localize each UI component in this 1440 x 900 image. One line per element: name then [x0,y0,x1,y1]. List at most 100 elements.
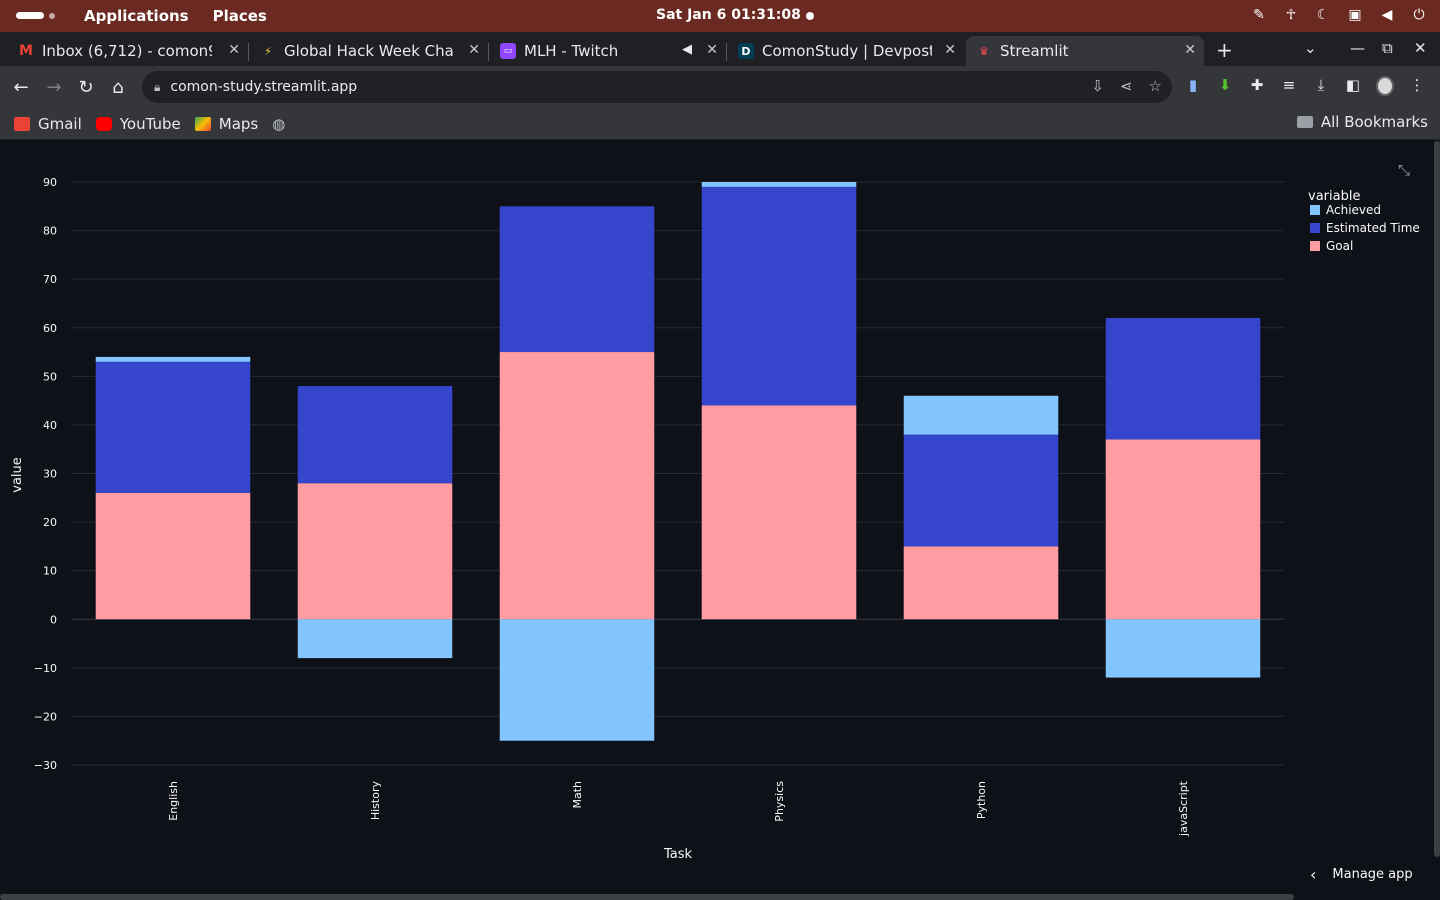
bar-achieved [1105,619,1261,678]
devpost-icon: D [738,43,754,59]
y-tick-label: 80 [43,225,57,238]
x-tick-label: Math [571,781,584,809]
tab-devpost[interactable]: D ComonStudy | Devpost ✕ [728,36,964,66]
x-tick-label: javaScript [1177,780,1190,837]
stacked-bar-chart: 90 80 70 60 50 40 30 20 10 0 −10 −20 −30 English Hist… [10,176,1420,862]
activities-indicator[interactable] [14,0,58,32]
maps-icon [194,116,211,131]
tab-streamlit[interactable]: ♛ Streamlit ✕ [966,36,1204,66]
x-tick-label: Physics [773,781,786,822]
streamlit-app: 90 80 70 60 50 40 30 20 10 0 −10 −20 −30 English Hist… [0,141,1440,900]
x-tick-label: Python [975,781,988,819]
reload-icon[interactable]: ↻ [78,76,94,98]
y-tick-label: −20 [34,710,57,723]
bookmark-star-icon[interactable]: ☆ [1148,77,1162,95]
lock-icon[interactable]: 🔒︎ [154,79,161,94]
downloads-icon[interactable]: ⤓ [1317,76,1325,94]
minimize-icon[interactable]: — [1350,39,1365,57]
menu-kebab-icon[interactable]: ⋮ [1409,76,1425,94]
x-tick-label: History [369,781,382,821]
notification-dot-icon [806,12,814,20]
close-icon[interactable]: ✕ [228,42,240,58]
install-app-icon[interactable]: ⇩ [1091,77,1104,95]
twitch-icon: ▭ [500,43,516,59]
tab-title: MLH - Twitch [524,42,619,60]
gmail-icon [14,116,30,131]
tab-title: Inbox (6,712) - comon928 [42,42,212,60]
tab-twitch[interactable]: ▭ MLH - Twitch ◀ ✕ [490,36,727,66]
tab-gmail[interactable]: M Inbox (6,712) - comon928 ✕ [8,36,249,66]
new-tab-icon[interactable]: + [1216,38,1233,62]
y-tick-label: −30 [34,759,57,772]
docs-extension-icon[interactable]: ▮ [1188,76,1198,94]
vertical-scrollbar[interactable] [1434,141,1440,857]
volume-icon[interactable]: ◀ [1381,7,1393,23]
tab-title: Streamlit [1000,42,1069,60]
back-icon[interactable]: ← [13,76,29,98]
folder-icon [1296,116,1313,128]
all-bookmarks[interactable]: All Bookmarks [1296,113,1428,131]
bar-achieved [297,619,453,659]
forward-icon[interactable]: → [46,76,62,98]
tab-strip: M Inbox (6,712) - comon928 ✕ ⚡ Global Ha… [0,32,1440,66]
bar-estimated-time [95,361,251,493]
close-icon[interactable]: ✕ [1184,42,1196,58]
clock[interactable]: Sat Jan 6 01:31:08 [656,7,801,23]
speaker-icon[interactable]: ◀ [682,42,692,57]
bar-estimated-time [297,386,453,484]
y-tick-label: −10 [34,662,57,675]
share-icon[interactable]: ⋖ [1119,77,1133,95]
legend-swatch [1310,223,1320,233]
color-picker-icon[interactable]: ✎ [1253,7,1265,23]
bookmark-youtube[interactable]: YouTube [95,114,181,133]
close-icon[interactable]: ✕ [944,42,956,58]
accessibility-icon[interactable]: ☥ [1285,7,1297,23]
applications-menu[interactable]: Applications [84,7,189,25]
maximize-icon[interactable]: ⧉ [1382,39,1393,57]
legend-label: Achieved [1326,203,1381,217]
bookmark-gmail[interactable]: Gmail [14,115,82,133]
side-panel-icon[interactable]: ◧ [1345,76,1361,94]
extensions-puzzle-icon[interactable]: ✚ [1250,76,1264,94]
legend-swatch [1310,241,1320,251]
legend-swatch [1310,205,1320,215]
bookmark-maps[interactable]: Maps [194,115,258,133]
bookmark-globe[interactable]: ◍ [272,115,285,133]
tab-search-chevron-icon[interactable]: ⌄ [1304,39,1317,57]
workspace-pill-icon [16,12,44,19]
y-tick-label: 20 [43,516,57,529]
address-bar[interactable]: 🔒︎ comon-study.streamlit.app ⇩ ⋖ ☆ [142,71,1172,103]
chevron-left-icon: ‹ [1310,865,1317,884]
x-tick-label: English [167,781,180,821]
bar-goal [903,546,1059,620]
bar-goal [1105,439,1261,620]
download-extension-icon[interactable]: ⬇ [1218,76,1232,94]
places-menu[interactable]: Places [212,7,267,25]
url-text[interactable]: comon-study.streamlit.app [170,79,358,95]
night-mode-icon[interactable]: ☾ [1316,7,1330,23]
system-tray: ✎ ☥ ☾ ▣ ◀ ⏻ [1250,6,1428,24]
y-tick-label: 70 [43,273,57,286]
power-icon[interactable]: ⏻ [1413,7,1425,23]
y-axis-title: value [10,457,25,493]
x-axis-title: Task [663,847,693,862]
globe-icon: ◍ [272,114,286,133]
close-icon[interactable]: ✕ [468,42,480,58]
close-window-icon[interactable]: ✕ [1414,39,1427,57]
bar-achieved [95,356,251,362]
home-icon[interactable]: ⌂ [112,76,124,98]
close-icon[interactable]: ✕ [706,42,718,58]
media-control-icon[interactable]: ≡ [1282,76,1296,94]
manage-app-button[interactable]: ‹ Manage app [1310,865,1413,884]
horizontal-scrollbar[interactable] [0,894,1294,900]
tab-global-hack-week[interactable]: ⚡ Global Hack Week Challe ✕ [250,36,489,66]
extensions-area: ▮ ⬇ ✚ ≡ ⤓ ◧ ⋮ [1184,76,1426,96]
y-tick-label: 60 [43,322,57,335]
tab-title: Global Hack Week Challe [284,42,454,60]
bar-goal [701,405,857,620]
fullscreen-collapse-icon[interactable]: ⤡ [1398,161,1411,179]
profile-avatar[interactable] [1376,76,1394,96]
screen-icon[interactable]: ▣ [1348,7,1362,23]
all-bookmarks-label: All Bookmarks [1320,113,1428,131]
bookmark-label: YouTube [119,114,181,133]
